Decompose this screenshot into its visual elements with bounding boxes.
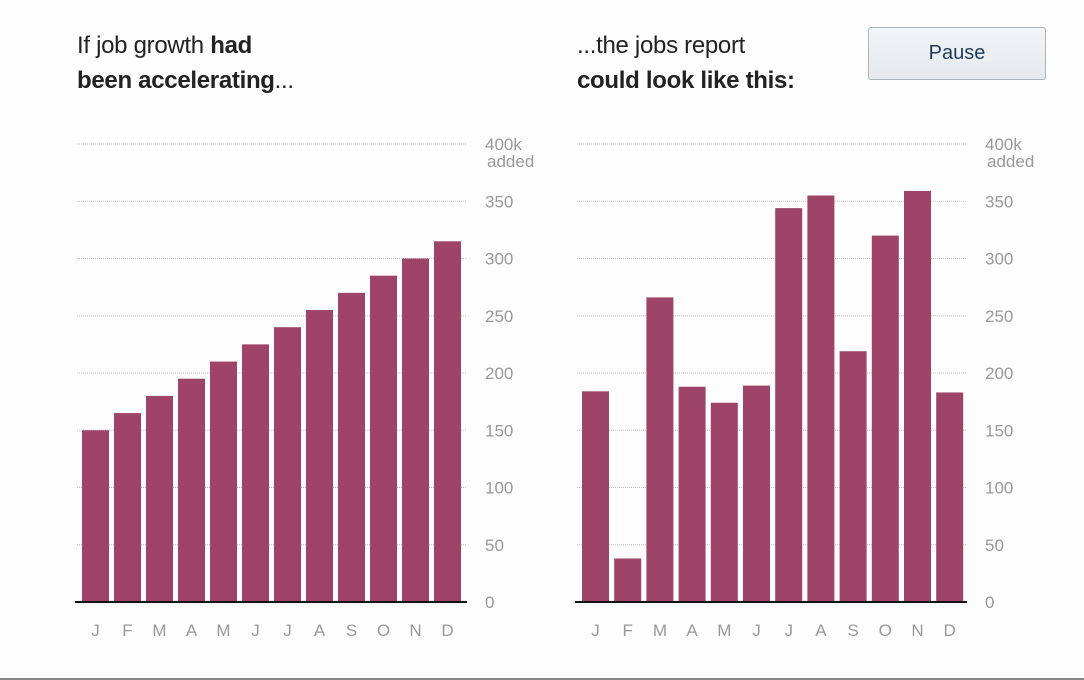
x-tick-label: A: [186, 621, 198, 640]
x-tick-label: N: [409, 621, 421, 640]
bar: [306, 310, 333, 602]
y-tick-label: 350: [985, 192, 1013, 211]
bar: [743, 385, 770, 602]
title-fragment: could look like this:: [577, 67, 795, 94]
y-tick-label: 200: [485, 364, 513, 383]
y-tick-label: 300: [485, 250, 513, 269]
title-fragment: had: [210, 32, 252, 59]
y-tick-label: 50: [985, 536, 1004, 555]
y-tick-label: 0: [485, 593, 494, 612]
y-unit-label: added: [987, 152, 1034, 171]
y-tick-label: 400k: [985, 135, 1022, 154]
bar: [646, 297, 674, 602]
x-tick-label: J: [91, 621, 100, 640]
x-tick-label: M: [216, 621, 230, 640]
bottom-divider: [0, 678, 1084, 680]
y-tick-label: 300: [985, 250, 1013, 269]
bar: [936, 392, 964, 602]
y-tick-label: 150: [985, 421, 1013, 440]
bar: [338, 292, 365, 602]
bar: [904, 190, 931, 602]
y-tick-label: 100: [985, 479, 1013, 498]
bar: [614, 558, 642, 602]
x-tick-label: J: [251, 621, 260, 640]
y-tick-label: 100: [485, 479, 513, 498]
x-tick-label: A: [815, 621, 827, 640]
y-tick-label: 200: [985, 364, 1013, 383]
x-tick-label: F: [623, 621, 633, 640]
title-fragment: ...: [274, 67, 294, 94]
x-tick-label: M: [717, 621, 731, 640]
x-tick-label: F: [122, 621, 132, 640]
bar: [839, 351, 867, 602]
x-tick-label: J: [591, 621, 600, 640]
pause-button[interactable]: Pause: [868, 27, 1046, 80]
bar: [775, 208, 803, 602]
bar: [434, 241, 461, 602]
bar: [274, 327, 301, 602]
title-fragment: ...the jobs report: [577, 32, 746, 59]
x-tick-label: D: [944, 621, 956, 640]
right-chart-title: ...the jobs report could look like this:: [577, 28, 795, 98]
y-unit-label: added: [487, 152, 534, 171]
title-fragment: If job growth: [77, 32, 211, 59]
bar: [82, 430, 109, 602]
x-tick-label: J: [283, 621, 292, 640]
bar: [582, 391, 609, 602]
bar: [807, 195, 835, 602]
y-tick-label: 50: [485, 536, 504, 555]
bar: [710, 402, 738, 602]
bar: [178, 378, 205, 602]
y-tick-label: 250: [485, 307, 513, 326]
y-tick-label: 250: [985, 307, 1013, 326]
bar: [402, 258, 429, 602]
y-tick-label: 0: [985, 593, 994, 612]
x-tick-label: J: [784, 621, 793, 640]
y-tick-label: 150: [485, 421, 513, 440]
bar: [210, 361, 237, 602]
y-tick-label: 350: [485, 192, 513, 211]
bar: [370, 275, 397, 602]
bar: [242, 344, 269, 602]
x-tick-label: S: [346, 621, 357, 640]
x-tick-label: D: [441, 621, 453, 640]
x-tick-label: A: [686, 621, 698, 640]
bar: [146, 395, 173, 602]
x-tick-label: A: [314, 621, 326, 640]
left-chart-title: If job growth had been accelerating...: [77, 28, 294, 98]
x-tick-label: S: [847, 621, 858, 640]
x-tick-label: J: [752, 621, 761, 640]
y-tick-label: 400k: [485, 135, 522, 154]
x-tick-label: O: [377, 621, 390, 640]
bar: [678, 386, 706, 602]
x-tick-label: M: [152, 621, 166, 640]
x-tick-label: N: [911, 621, 923, 640]
x-tick-label: M: [653, 621, 667, 640]
bar: [871, 235, 899, 602]
title-fragment: been accelerating: [77, 67, 275, 94]
bar: [114, 413, 141, 602]
x-tick-label: O: [879, 621, 892, 640]
